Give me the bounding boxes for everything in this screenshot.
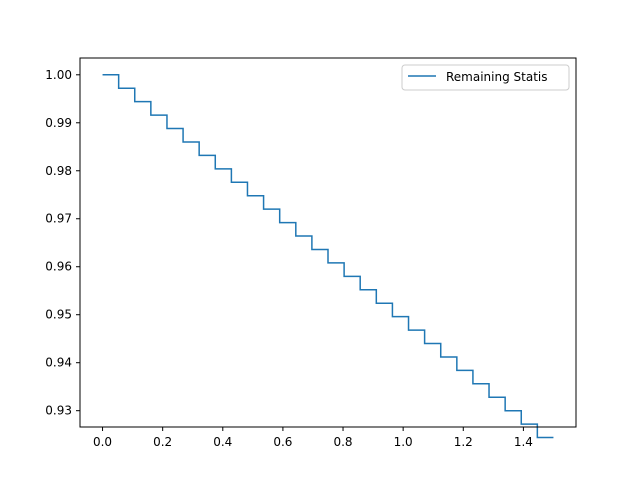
legend: Remaining Statis: [401, 64, 570, 91]
y-tick-label: 0.94: [45, 356, 72, 370]
y-tick-label: 0.98: [45, 164, 72, 178]
x-tick-label: 0.2: [153, 435, 172, 449]
x-tick-label: 0.4: [213, 435, 232, 449]
x-tick-label: 1.4: [514, 435, 533, 449]
legend-label: Remaining Statis: [446, 70, 548, 84]
y-tick-label: 0.93: [45, 404, 72, 418]
x-tick-label: 0.0: [93, 435, 112, 449]
y-axis: 0.93 0.94 0.95 0.96 0.97 0.98 0.99 1.00: [45, 68, 80, 418]
series-line-0: [102, 74, 554, 439]
x-tick-label: 1.2: [454, 435, 473, 449]
y-tick-label: 0.97: [45, 212, 72, 226]
legend-box: [401, 64, 570, 91]
plot-frame: [79, 57, 577, 428]
y-tick-label: 0.99: [45, 116, 72, 130]
x-tick-label: 0.8: [333, 435, 352, 449]
x-tick-label: 0.6: [273, 435, 292, 449]
x-tick-label: 1.0: [394, 435, 413, 449]
y-tick-label: 1.00: [45, 68, 72, 82]
y-tick-label: 0.95: [45, 308, 72, 322]
x-axis: 0.0 0.2 0.4 0.6 0.8 1.0 1.2 1.4: [93, 427, 533, 449]
series-layer: [102, 74, 554, 439]
y-tick-label: 0.96: [45, 260, 72, 274]
